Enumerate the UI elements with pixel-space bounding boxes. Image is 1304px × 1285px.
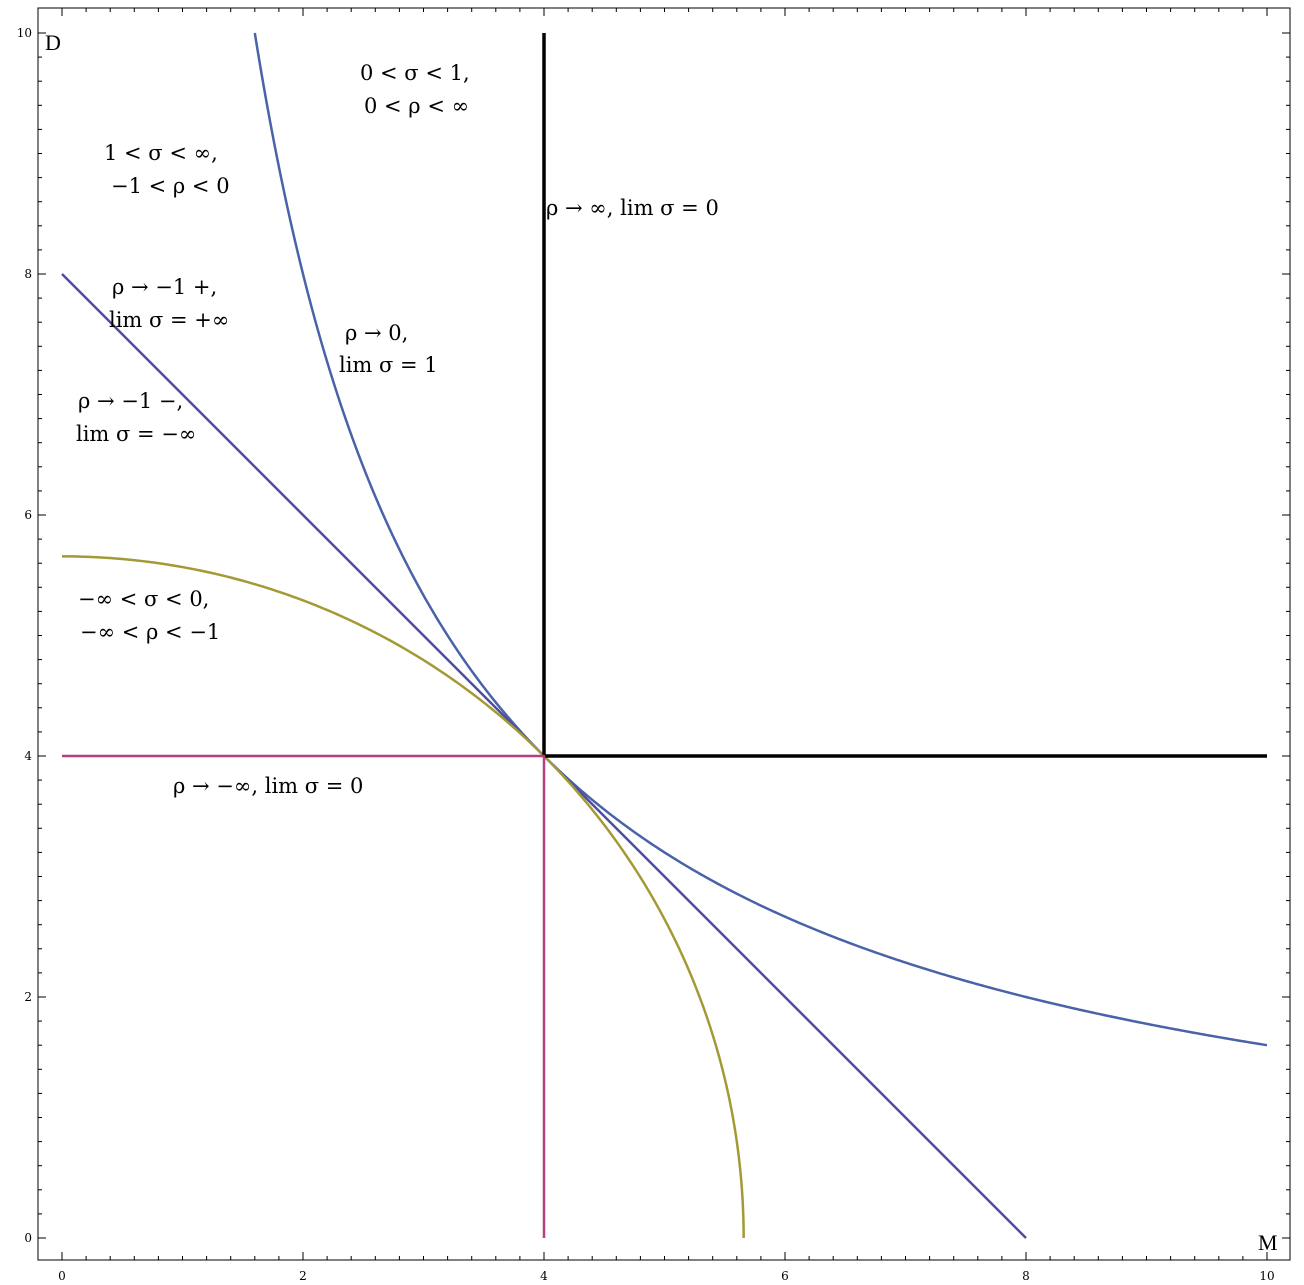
annotations: 0 < σ < 1, 0 < ρ < ∞ 1 < σ < ∞, −1 < ρ < 0 ρ… <box>76 61 719 798</box>
x-tick-label: 2 <box>299 1269 307 1283</box>
series-line-rho-minus-two <box>61 555 745 1239</box>
annotation-label: ρ → −1 −, <box>78 389 183 413</box>
x-axis-label: M <box>1258 1230 1278 1255</box>
annotation-label: −∞ < σ < 0, <box>78 587 209 611</box>
x-tick-label: 8 <box>1022 1269 1030 1283</box>
series-line-rho-minus-inf <box>62 754 546 1238</box>
annotation-label: −1 < ρ < 0 <box>111 174 230 198</box>
annotation-label: lim σ = −∞ <box>76 422 196 446</box>
x-tick-label: 0 <box>58 1269 66 1283</box>
annotation-label: ρ → 0, <box>345 321 408 345</box>
y-axis-label: D <box>45 30 61 55</box>
y-tick-label: 8 <box>24 267 32 281</box>
annotation-label: 1 < σ < ∞, <box>104 141 218 165</box>
annotation-label: ρ → −1 +, <box>112 275 217 299</box>
annotation-label: 0 < σ < 1, <box>360 61 470 85</box>
annotation-label: lim σ = +∞ <box>109 308 229 332</box>
annotation-label: ρ → ∞, lim σ = 0 <box>546 196 719 220</box>
tick-labels: 0 2 4 6 8 10 0 2 4 6 8 10 <box>17 26 1275 1283</box>
ticks <box>38 8 1290 1260</box>
y-tick-label: 6 <box>24 508 32 522</box>
series-line-rho-plus-inf <box>542 33 1267 758</box>
series-line-rho-zero <box>253 32 1268 1047</box>
curves <box>61 32 1268 1239</box>
y-tick-label: 10 <box>17 26 32 40</box>
x-tick-label: 6 <box>781 1269 789 1283</box>
annotation-label: ρ → −∞, lim σ = 0 <box>173 774 363 798</box>
annotation-label: 0 < ρ < ∞ <box>364 94 469 118</box>
annotation-label: −∞ < ρ < −1 <box>80 620 220 644</box>
y-tick-label: 0 <box>24 1231 32 1245</box>
x-tick-label: 10 <box>1259 1269 1274 1283</box>
x-tick-label: 4 <box>540 1269 548 1283</box>
y-tick-label: 4 <box>24 749 32 763</box>
y-tick-label: 2 <box>24 990 32 1004</box>
annotation-label: lim σ = 1 <box>339 353 438 377</box>
